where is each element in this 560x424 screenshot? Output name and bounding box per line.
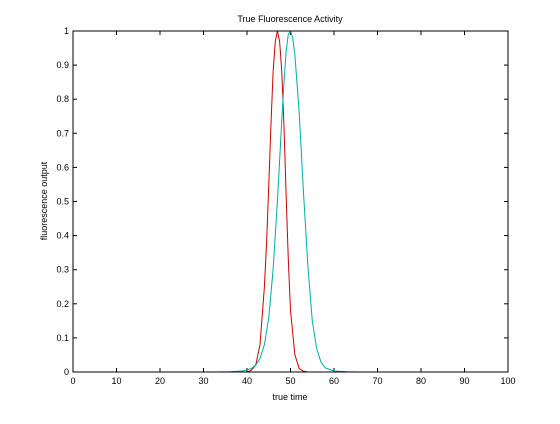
y-tick-label: 0.6 [56, 162, 69, 172]
x-tick-label: 60 [329, 376, 339, 386]
y-tick-label: 0.7 [56, 128, 69, 138]
x-tick-label: 20 [155, 376, 165, 386]
x-tick-label: 100 [500, 376, 515, 386]
x-tick-label: 50 [285, 376, 295, 386]
x-tick-label: 0 [70, 376, 75, 386]
x-axis-label: true time [272, 392, 307, 402]
x-tick-label: 40 [242, 376, 252, 386]
y-tick-label: 1 [64, 26, 69, 36]
series-line-2 [216, 30, 369, 373]
y-tick-label: 0.3 [56, 265, 69, 275]
x-tick-label: 10 [111, 376, 121, 386]
y-axis-label: fluorescence output [39, 161, 49, 240]
x-tick-label: 90 [459, 376, 469, 386]
y-tick-label: 0.5 [56, 197, 69, 207]
y-tick-label: 0.4 [56, 231, 69, 241]
y-tick-label: 0.2 [56, 299, 69, 309]
y-tick-label: 0.1 [56, 333, 69, 343]
x-tick-label: 70 [372, 376, 382, 386]
chart-title: True Fluorescence Activity [237, 14, 343, 24]
plot-area-frame [72, 30, 509, 373]
y-tick-label: 0.8 [56, 94, 69, 104]
x-tick-label: 80 [416, 376, 426, 386]
y-tick-label: 0 [64, 367, 69, 377]
y-tick-label: 0.9 [56, 60, 69, 70]
x-tick-label: 30 [198, 376, 208, 386]
